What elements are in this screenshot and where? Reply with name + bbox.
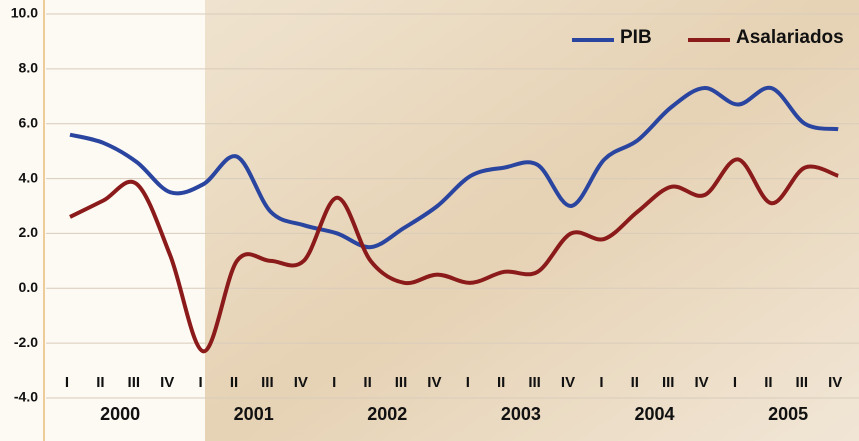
x-tick-label: I	[332, 374, 336, 391]
x-tick-label: IV	[828, 374, 842, 391]
x-tick-label: II	[363, 374, 371, 391]
x-tick-label: III	[528, 374, 541, 391]
photo-background	[205, 0, 859, 441]
x-group-label: 2003	[501, 404, 541, 424]
x-tick-label: II	[764, 374, 772, 391]
series-line	[69, 157, 839, 354]
x-tick-label: I	[199, 374, 203, 391]
x-group-label: 2004	[634, 404, 674, 424]
x-tick-label: IV	[427, 374, 441, 391]
x-tick-label: I	[466, 374, 470, 391]
x-tick-label: III	[128, 374, 141, 391]
y-tick-label: 10.0	[11, 5, 38, 21]
x-tick-label: III	[395, 374, 408, 391]
x-tick-label: III	[796, 374, 809, 391]
x-tick-label: IV	[160, 374, 174, 391]
y-tick-label: 8.0	[19, 60, 39, 76]
y-tick-label: 6.0	[19, 114, 39, 130]
y-tick-label: 4.0	[19, 169, 39, 185]
x-tick-label: III	[662, 374, 675, 391]
y-tick-label: 2.0	[19, 224, 39, 240]
x-tick-label: II	[230, 374, 238, 391]
x-group-label: 2001	[234, 404, 274, 424]
legend-label: Asalariados	[736, 27, 844, 48]
legend-label: PIB	[620, 27, 652, 48]
x-tick-label: II	[631, 374, 639, 391]
x-tick-label: IV	[294, 374, 308, 391]
y-tick-label: -2.0	[14, 334, 38, 350]
x-tick-label: II	[497, 374, 505, 391]
y-tick-label: -4.0	[14, 389, 38, 405]
series-line	[69, 85, 839, 250]
x-tick-label: I	[65, 374, 69, 391]
x-tick-label: III	[261, 374, 274, 391]
x-group-label: 2000	[100, 404, 140, 424]
x-group-label: 2002	[367, 404, 407, 424]
x-tick-label: II	[96, 374, 104, 391]
x-group-label: 2005	[768, 404, 808, 424]
y-tick-label: 0.0	[19, 279, 39, 295]
x-tick-label: IV	[561, 374, 575, 391]
x-tick-label: IV	[695, 374, 709, 391]
x-tick-label: I	[733, 374, 737, 391]
x-tick-label: I	[599, 374, 603, 391]
